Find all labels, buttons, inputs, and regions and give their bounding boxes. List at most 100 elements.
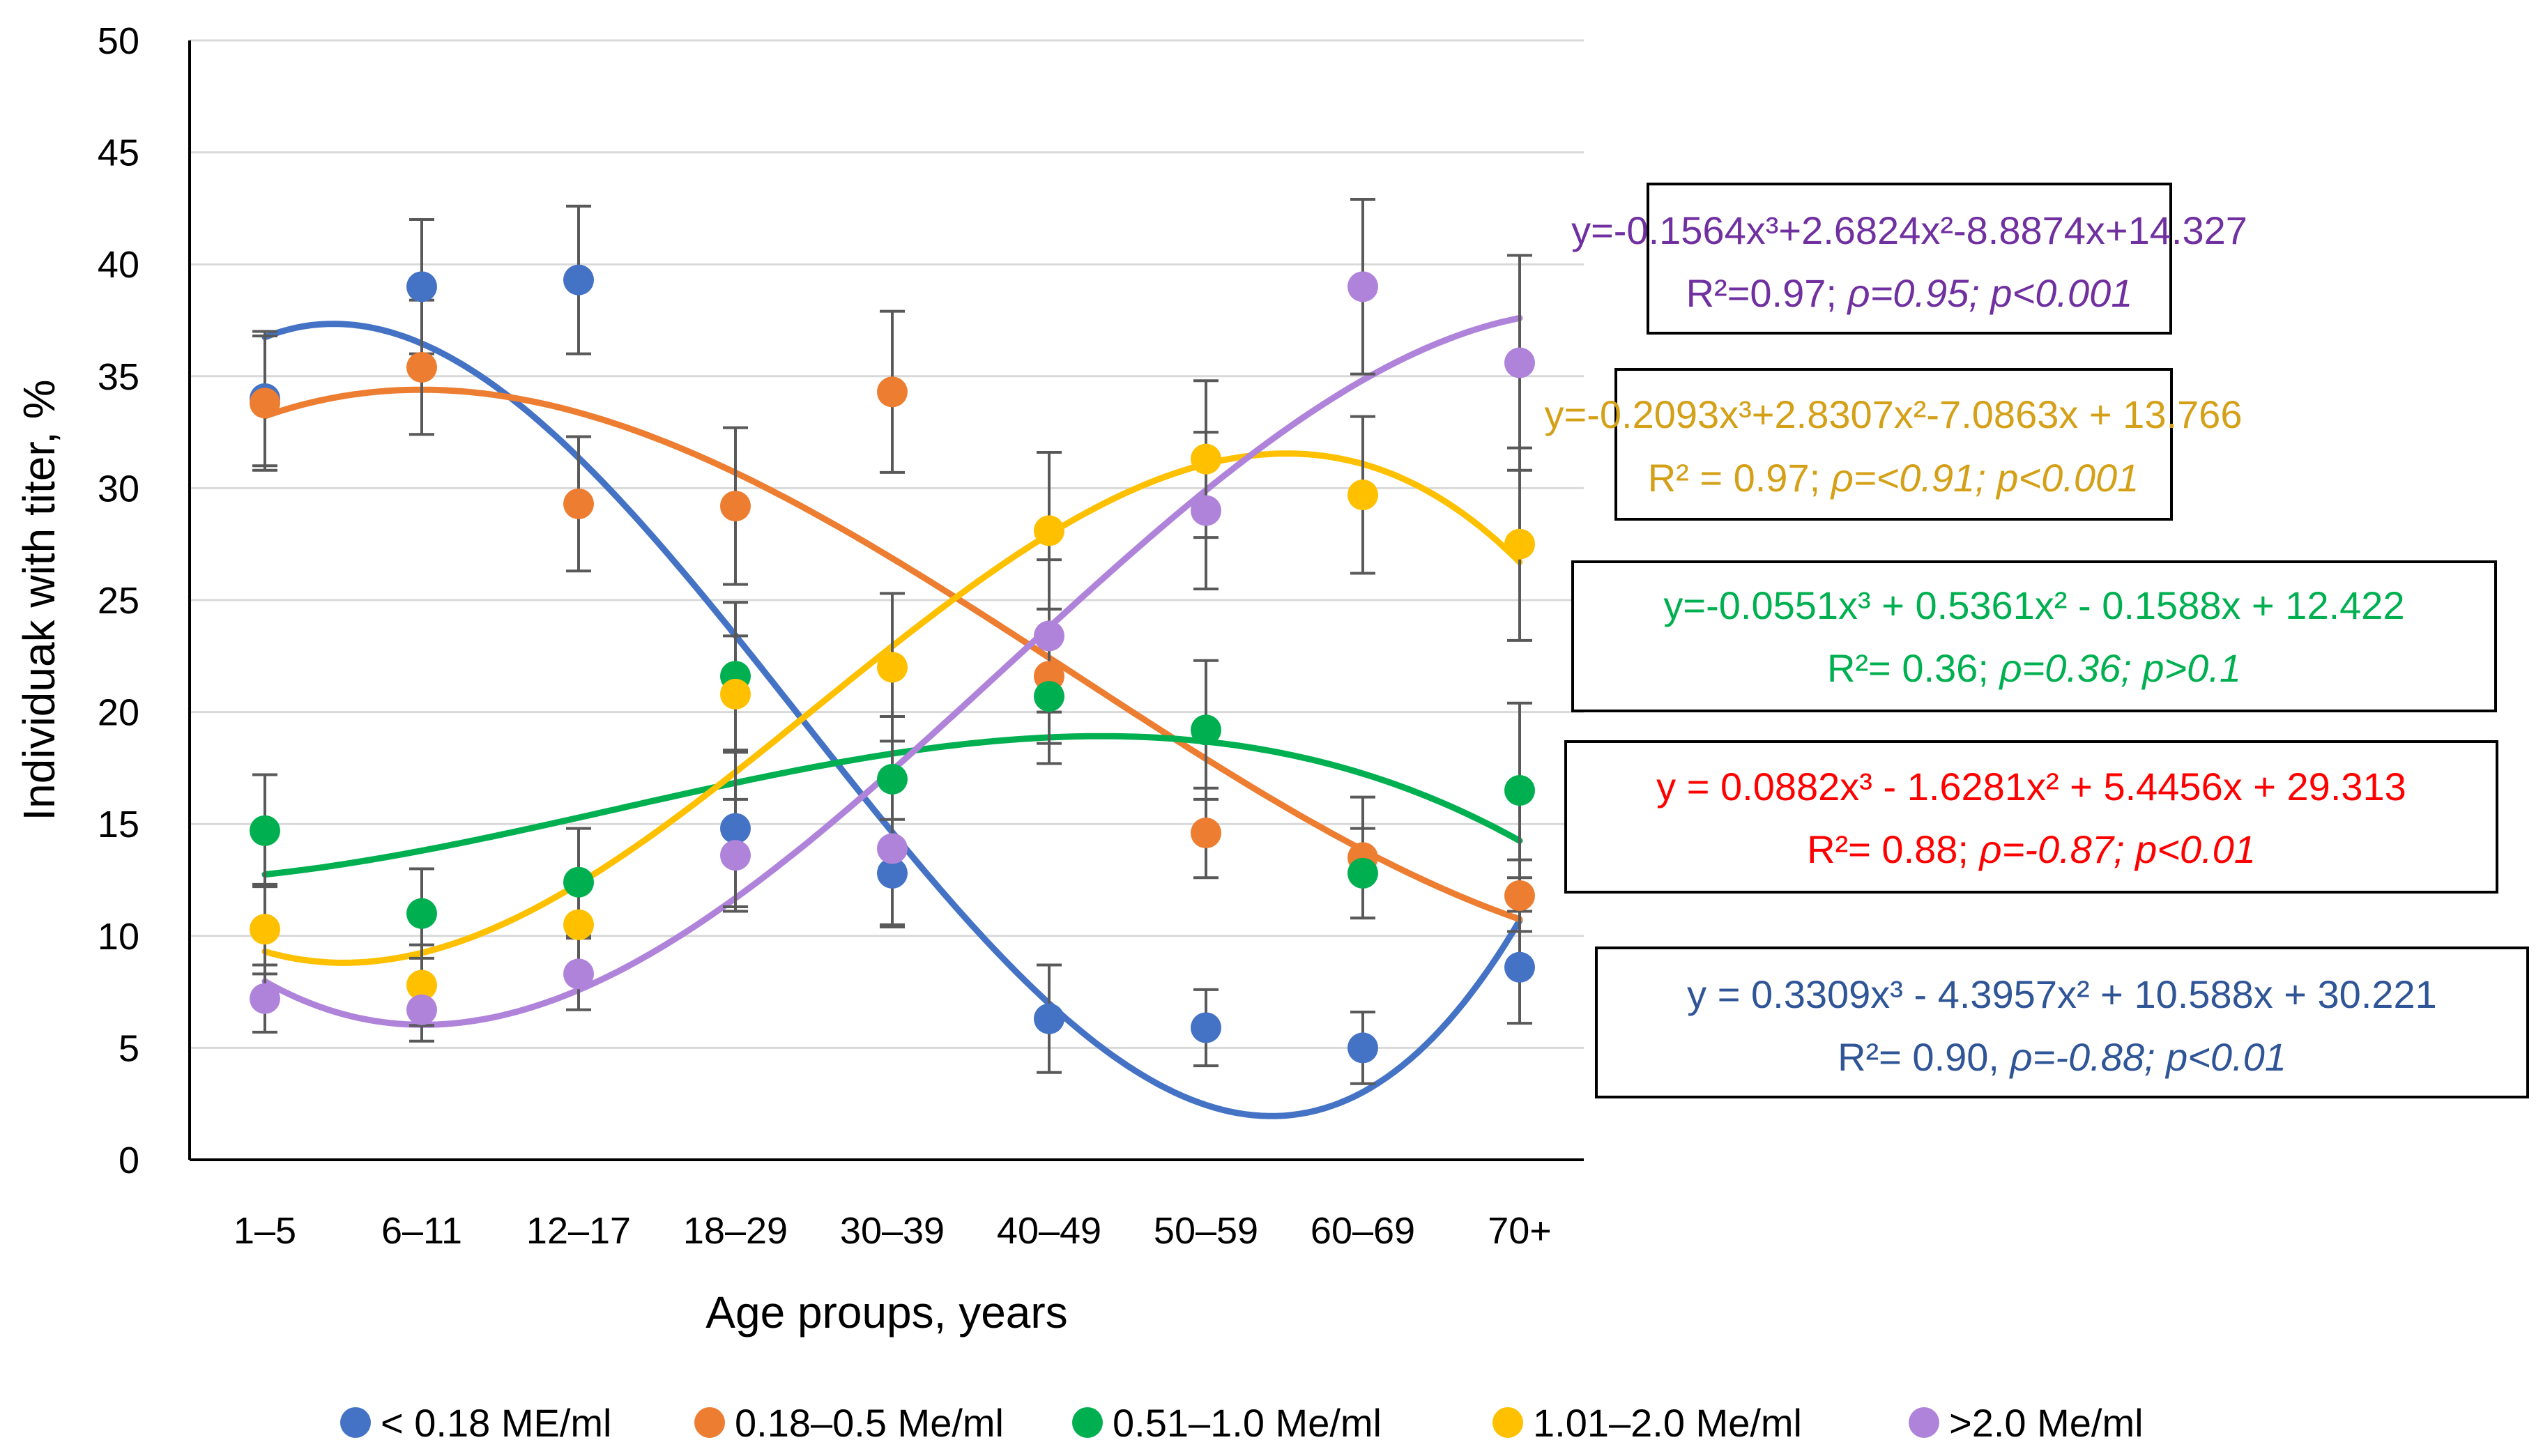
x-tick-label: 6–11 (381, 1210, 462, 1252)
data-point (1347, 480, 1378, 511)
x-axis-ticks: 1–5 6–11 12–17 18–29 30–39 40–49 50–59 60–69 70+ (234, 1210, 1552, 1252)
legend-label: < 0.18 ME/ml (381, 1401, 611, 1445)
data-point (1347, 271, 1378, 302)
data-point (877, 376, 908, 408)
legend-label: 1.01–2.0 Me/ml (1533, 1401, 1802, 1445)
y-tick-label: 40 (98, 244, 139, 286)
stats-gold: R² = 0.97; ρ=<0.91; p<0.001 (1648, 456, 2139, 500)
data-point (1191, 714, 1221, 746)
data-point (1504, 347, 1535, 378)
equation-purple: y=-0.1564x³+2.6824x²-8.8874x+14.327 (1571, 208, 2247, 252)
data-point (563, 909, 594, 940)
trendline-series-1 (261, 386, 1523, 923)
legend-item: < 0.18 ME/ml (340, 1401, 611, 1445)
legend-marker (1909, 1407, 1939, 1438)
equation-box-gold: y=-0.2093x³+2.8307x²-7.0863x + 13.766 R²… (1545, 368, 2243, 521)
stats-blue: R²= 0.90, ρ=-0.88; p<0.01 (1838, 1035, 2286, 1079)
legend-marker (694, 1407, 725, 1438)
legend-item: >2.0 Me/ml (1909, 1401, 2144, 1445)
x-tick-label: 50–59 (1154, 1210, 1258, 1252)
data-point (877, 857, 908, 889)
stats-green: R²= 0.36; ρ=0.36; p>0.1 (1827, 646, 2241, 690)
legend-item: 0.51–1.0 Me/ml (1072, 1401, 1382, 1445)
data-point (1034, 515, 1064, 546)
data-point (406, 970, 437, 1001)
y-tick-label: 45 (98, 132, 139, 174)
legend-marker (1072, 1407, 1103, 1438)
x-axis-title: Age proups, years (705, 1287, 1067, 1338)
equation-gold: y=-0.2093x³+2.8307x²-7.0863x + 13.766 (1545, 392, 2243, 436)
y-tick-label: 10 (98, 916, 139, 958)
legend-item: 0.18–0.5 Me/ml (694, 1401, 1004, 1445)
data-point (406, 994, 437, 1025)
data-point (563, 866, 594, 898)
x-tick-label: 18–29 (683, 1210, 788, 1252)
legend-marker (340, 1407, 371, 1438)
data-points (250, 264, 1535, 1064)
legend: < 0.18 ME/ml 0.18–0.5 Me/ml 0.51–1.0 Me/ml… (340, 1401, 2144, 1445)
data-point (1191, 818, 1221, 849)
data-point (563, 488, 594, 519)
equation-box-red: y = 0.0882x³ - 1.6281x² + 5.4456x + 29.3… (1564, 740, 2498, 894)
data-point (563, 958, 594, 990)
equation-box-green: y=-0.0551x³ + 0.5361x² - 0.1588x + 12.42… (1571, 560, 2497, 712)
legend-label: >2.0 Me/ml (1949, 1401, 2144, 1445)
equation-red: y = 0.0882x³ - 1.6281x² + 5.4456x + 29.3… (1656, 765, 2406, 809)
y-axis-title: Individuak with titer, % (14, 379, 64, 820)
data-point (250, 983, 280, 1014)
x-tick-label: 60–69 (1311, 1210, 1415, 1252)
x-tick-label: 70+ (1488, 1210, 1552, 1252)
y-axis-ticks: 0 5 10 15 20 25 30 35 40 45 50 (98, 20, 139, 1181)
y-tick-label: 50 (98, 20, 139, 62)
data-point (406, 351, 437, 383)
legend-item: 1.01–2.0 Me/ml (1492, 1401, 1802, 1445)
y-tick-label: 35 (98, 356, 139, 398)
data-point (1191, 495, 1221, 526)
x-tick-label: 30–39 (840, 1210, 945, 1252)
data-point (1504, 880, 1535, 911)
data-point (250, 914, 280, 945)
data-point (877, 833, 908, 864)
data-point (1191, 443, 1221, 475)
data-point (406, 271, 437, 302)
stats-purple: R²=0.97; ρ=0.95; p<0.001 (1686, 271, 2133, 315)
error-bars (252, 198, 1532, 1085)
x-tick-label: 40–49 (997, 1210, 1101, 1252)
data-point (1034, 620, 1064, 652)
data-point (720, 491, 751, 522)
y-tick-label: 15 (98, 804, 139, 845)
data-point (1034, 681, 1064, 712)
data-point (720, 840, 751, 871)
data-point (406, 898, 437, 929)
y-tick-label: 20 (98, 692, 139, 734)
gridlines (190, 39, 1584, 1049)
data-point (877, 763, 908, 795)
data-point (720, 678, 751, 710)
x-tick-label: 12–17 (526, 1210, 631, 1252)
legend-label: 0.18–0.5 Me/ml (735, 1401, 1004, 1445)
stats-red: R²= 0.88; ρ=-0.87; p<0.01 (1807, 827, 2256, 871)
data-point (1504, 775, 1535, 806)
equation-blue: y = 0.3309x³ - 4.3957x² + 10.588x + 30.2… (1687, 972, 2437, 1016)
x-tick-label: 1–5 (234, 1210, 296, 1252)
legend-marker (1492, 1407, 1523, 1438)
data-point (1504, 951, 1535, 983)
data-point (877, 652, 908, 683)
y-tick-label: 0 (119, 1140, 139, 1181)
data-point (1034, 1003, 1064, 1034)
y-tick-label: 30 (98, 468, 139, 509)
data-point (1347, 1032, 1378, 1064)
data-point (1347, 857, 1378, 889)
legend-label: 0.51–1.0 Me/ml (1113, 1401, 1382, 1445)
data-point (563, 264, 594, 296)
equation-box-purple: y=-0.1564x³+2.6824x²-8.8874x+14.327 R²=0… (1571, 183, 2247, 335)
y-tick-label: 5 (119, 1027, 139, 1069)
data-point (250, 388, 280, 419)
data-point (720, 813, 751, 844)
equation-green: y=-0.0551x³ + 0.5361x² - 0.1588x + 12.42… (1663, 583, 2404, 627)
y-tick-label: 25 (98, 580, 139, 622)
data-point (1191, 1012, 1221, 1043)
data-point (250, 815, 280, 846)
equation-box-blue: y = 0.3309x³ - 4.3957x² + 10.588x + 30.2… (1595, 947, 2529, 1098)
